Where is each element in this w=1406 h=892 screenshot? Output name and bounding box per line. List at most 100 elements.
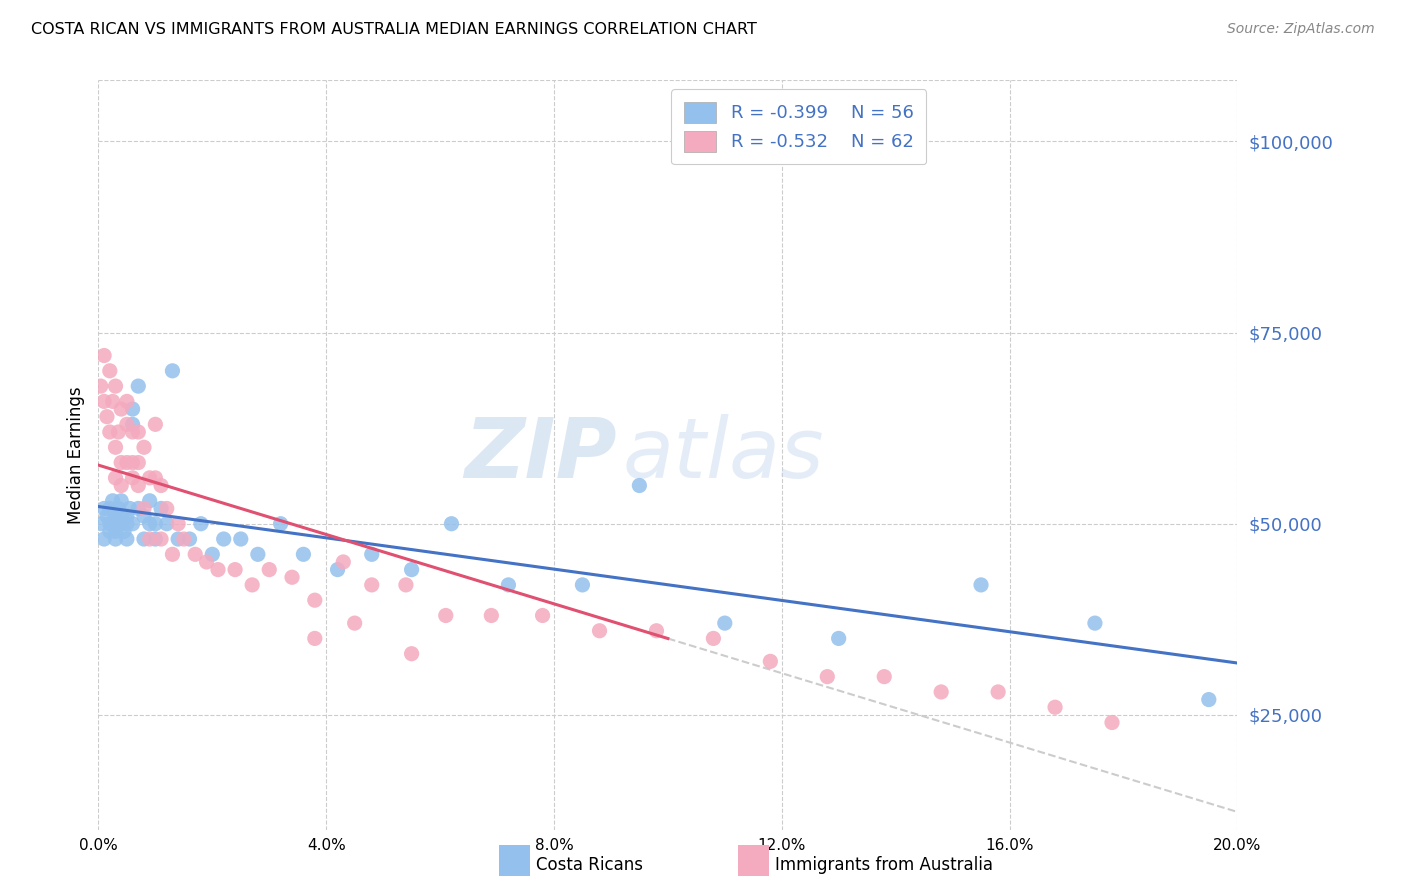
Point	[110, 516, 132, 531]
Point	[93, 349, 115, 363]
Text: Immigrants from Australia: Immigrants from Australia	[775, 856, 993, 874]
Point	[246, 547, 269, 561]
Point	[440, 516, 463, 531]
Point	[110, 402, 132, 417]
Point	[873, 670, 896, 684]
Point	[96, 509, 118, 524]
Point	[929, 685, 952, 699]
Point	[401, 563, 423, 577]
Point	[104, 509, 127, 524]
Point	[1043, 700, 1066, 714]
Point	[145, 471, 167, 485]
Point	[118, 501, 141, 516]
Point	[759, 654, 782, 668]
Point	[115, 417, 138, 432]
Point	[104, 471, 127, 485]
Point	[150, 501, 173, 516]
Point	[332, 555, 354, 569]
Point	[224, 563, 246, 577]
Point	[110, 478, 132, 492]
Point	[98, 364, 121, 378]
Point	[401, 647, 423, 661]
Point	[434, 608, 457, 623]
Point	[207, 563, 229, 577]
Point	[127, 379, 149, 393]
Y-axis label: Median Earnings: Median Earnings	[66, 386, 84, 524]
Point	[162, 547, 184, 561]
Point	[138, 493, 160, 508]
Point	[156, 516, 179, 531]
Point	[270, 516, 292, 531]
Point	[229, 532, 252, 546]
Point	[104, 516, 127, 531]
Point	[498, 578, 520, 592]
Text: atlas: atlas	[623, 415, 824, 495]
Point	[93, 532, 115, 546]
Point	[970, 578, 993, 592]
Point	[115, 394, 138, 409]
Point	[110, 456, 132, 470]
Point	[173, 532, 195, 546]
Point	[304, 632, 326, 646]
Point	[571, 578, 593, 592]
Point	[150, 478, 173, 492]
Point	[127, 478, 149, 492]
Point	[156, 501, 179, 516]
Point	[98, 425, 121, 439]
Point	[96, 409, 118, 424]
Point	[110, 509, 132, 524]
Point	[201, 547, 224, 561]
Point	[104, 524, 127, 539]
Point	[138, 532, 160, 546]
Point	[121, 471, 143, 485]
Point	[212, 532, 235, 546]
Point	[145, 532, 167, 546]
Point	[138, 471, 160, 485]
Point	[240, 578, 263, 592]
Point	[121, 402, 143, 417]
Point	[184, 547, 207, 561]
Point	[132, 501, 155, 516]
Point	[98, 524, 121, 539]
Point	[326, 563, 349, 577]
Text: Source: ZipAtlas.com: Source: ZipAtlas.com	[1227, 22, 1375, 37]
Point	[145, 516, 167, 531]
Text: Costa Ricans: Costa Ricans	[536, 856, 643, 874]
Point	[121, 456, 143, 470]
Point	[121, 425, 143, 439]
Point	[127, 456, 149, 470]
Point	[93, 394, 115, 409]
Point	[479, 608, 502, 623]
Point	[104, 440, 127, 454]
Point	[292, 547, 315, 561]
Point	[138, 516, 160, 531]
Point	[167, 516, 190, 531]
Point	[360, 547, 382, 561]
Point	[121, 417, 143, 432]
Point	[132, 440, 155, 454]
Point	[104, 379, 127, 393]
Point	[115, 532, 138, 546]
Point	[132, 509, 155, 524]
Point	[127, 425, 149, 439]
Point	[115, 509, 138, 524]
Point	[815, 670, 838, 684]
Point	[98, 501, 121, 516]
Point	[167, 532, 190, 546]
Point	[190, 516, 212, 531]
Text: COSTA RICAN VS IMMIGRANTS FROM AUSTRALIA MEDIAN EARNINGS CORRELATION CHART: COSTA RICAN VS IMMIGRANTS FROM AUSTRALIA…	[31, 22, 756, 37]
Point	[112, 524, 135, 539]
Point	[127, 501, 149, 516]
Point	[702, 632, 724, 646]
Point	[179, 532, 201, 546]
Point	[628, 478, 651, 492]
Point	[115, 456, 138, 470]
Point	[259, 563, 281, 577]
Point	[828, 632, 851, 646]
Point	[101, 493, 124, 508]
Point	[162, 364, 184, 378]
Point	[93, 501, 115, 516]
Point	[1198, 692, 1220, 706]
Point	[714, 616, 737, 631]
Point	[645, 624, 668, 638]
